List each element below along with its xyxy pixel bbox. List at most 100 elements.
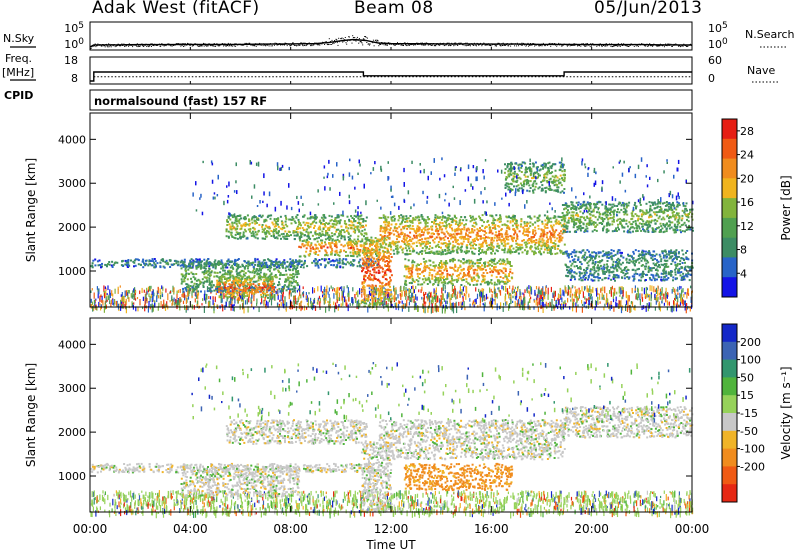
power-band-cell: [365, 247, 368, 249]
noise-sample: [587, 44, 589, 46]
noise-sample: [690, 43, 691, 45]
power-band-cell: [257, 291, 260, 294]
power-band-cell: [181, 273, 184, 276]
power-band-cell: [328, 235, 331, 238]
power-ground-cell: [373, 297, 375, 303]
power-band-cell: [214, 265, 217, 268]
power-band-cell: [378, 264, 381, 267]
noise-sample: [316, 43, 318, 45]
noise-sample: [667, 43, 669, 45]
power-band-cell: [373, 257, 376, 260]
power-band-cell: [376, 248, 379, 251]
noise-sample: [467, 45, 469, 46]
power-ground-cell: [609, 290, 611, 294]
power-ground-cell: [575, 291, 577, 297]
noise-sample: [545, 43, 547, 45]
noise-sample: [635, 45, 637, 47]
noise-sample: [623, 43, 625, 45]
power-ground-cell: [368, 294, 370, 298]
noise-sample: [379, 43, 381, 45]
power-band-cell: [357, 221, 360, 224]
noise-sample: [216, 43, 218, 45]
noise-sample: [307, 43, 309, 45]
power-band-cell: [246, 295, 249, 297]
power-band-cell: [348, 218, 351, 221]
power-band-cell: [295, 268, 297, 270]
noise-sample: [255, 43, 257, 45]
power-band-cell: [249, 282, 252, 285]
power-ground-cell: [675, 304, 678, 312]
power-band-cell: [288, 282, 291, 285]
power-ground-cell: [452, 306, 455, 314]
power-ground-cell: [409, 290, 411, 293]
power-ground-cell: [545, 301, 547, 306]
power-band-cell: [349, 224, 352, 227]
power-band-cell: [328, 242, 330, 244]
power-ground-cell: [461, 289, 463, 296]
power-band-cell: [145, 263, 148, 266]
noise-sample: [370, 41, 372, 42]
power-ground-cell: [524, 296, 526, 304]
power-band-cell: [339, 249, 342, 251]
noise-sample: [252, 45, 254, 47]
power-band-cell: [249, 271, 252, 274]
power-band-cell: [240, 282, 243, 285]
noise-sample: [282, 43, 284, 45]
power-band-cell: [255, 268, 258, 270]
power-ground-cell: [659, 288, 661, 294]
noise-sample: [475, 44, 477, 46]
noise-sample: [463, 43, 465, 45]
noise-sample: [185, 43, 186, 45]
power-band-cell: [316, 240, 319, 243]
power-band-cell: [363, 276, 365, 279]
power-ground-cell: [463, 301, 465, 308]
power-ground-cell: [367, 306, 369, 313]
power-band-cell: [361, 238, 364, 241]
power-band-cell: [291, 290, 294, 293]
noise-sample: [164, 44, 166, 46]
noise-sample: [645, 44, 647, 46]
power-ground-cell: [150, 304, 152, 307]
noise-sample: [142, 46, 144, 47]
noise-sample: [133, 44, 135, 46]
power-band-cell: [306, 217, 309, 220]
power-ground-cell: [152, 289, 154, 297]
noise-sample: [628, 45, 630, 47]
power-band-cell: [234, 237, 237, 240]
power-ground-cell: [122, 304, 124, 309]
power-ground-cell: [458, 301, 460, 306]
power-ground-cell: [610, 287, 612, 291]
power-band-cell: [201, 278, 204, 281]
power-ground-cell: [387, 303, 389, 309]
noise-sample: [367, 43, 369, 45]
power-band-cell: [265, 235, 268, 238]
power-band-cell: [487, 236, 489, 239]
power-band-cell: [554, 247, 557, 250]
power-ground-cell: [677, 286, 679, 292]
power-band-cell: [189, 285, 192, 287]
power-ground-cell: [424, 301, 426, 307]
power-band-cell: [197, 278, 200, 281]
power-ground-cell: [662, 293, 664, 296]
noise-sample: [554, 44, 556, 46]
noise-sample: [108, 46, 110, 48]
power-ground-cell: [319, 306, 321, 310]
noise-sample: [255, 45, 257, 47]
power-band-cell: [349, 251, 352, 254]
power-band-cell: [340, 229, 343, 231]
power-band-cell: [221, 275, 224, 278]
noise-sample: [415, 44, 417, 46]
noise-sample: [510, 45, 512, 47]
power-band-cell: [189, 259, 192, 262]
noise-sample: [221, 43, 223, 45]
power-ground-cell: [317, 297, 319, 302]
power-ground-cell: [167, 293, 169, 301]
power-ground-cell: [536, 294, 538, 301]
noise-sample: [146, 44, 148, 46]
power-band-cell: [372, 242, 375, 245]
power-band-cell: [154, 260, 157, 263]
power-ground-cell: [649, 285, 651, 291]
freq-panel-frame: [89, 56, 693, 85]
power-band-cell: [279, 227, 282, 230]
power-band-cell: [315, 244, 318, 247]
